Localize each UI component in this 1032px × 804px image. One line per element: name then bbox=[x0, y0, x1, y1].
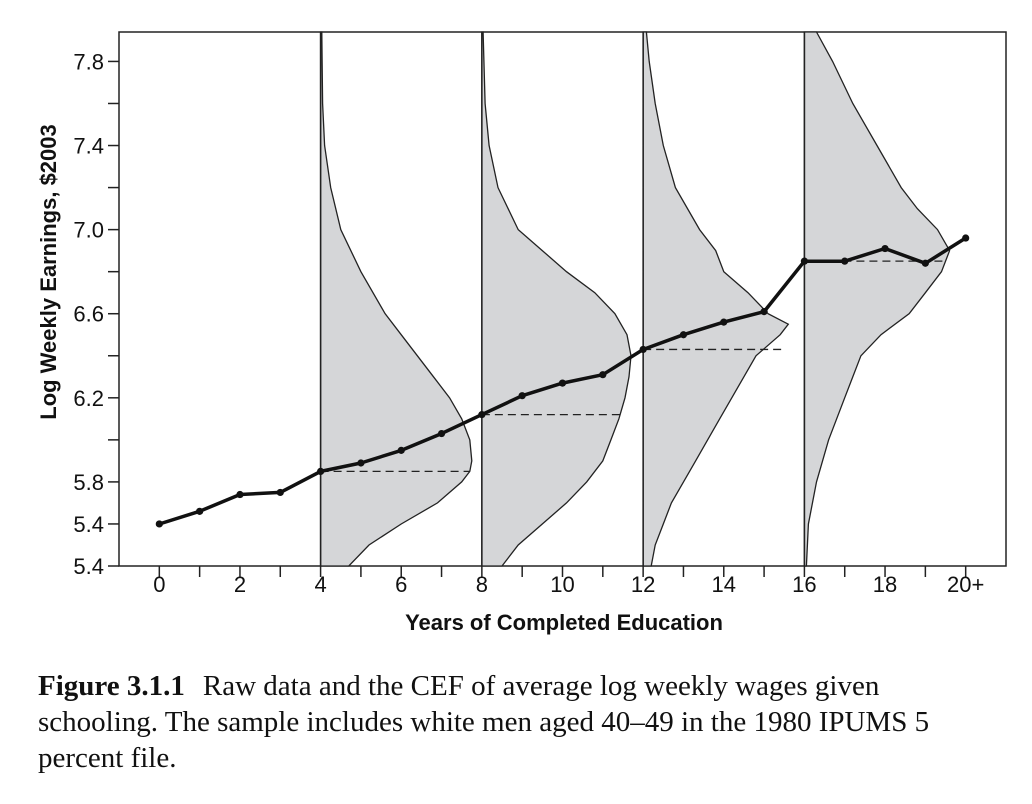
series-layer bbox=[155, 234, 970, 528]
caption-text: Raw data and the CEF of average log week… bbox=[38, 670, 930, 774]
cef-point-1 bbox=[196, 507, 204, 515]
x-tick-label-0: 0 bbox=[153, 572, 165, 597]
y-tick-label-5: 7.0 bbox=[73, 218, 104, 243]
cef-point-14 bbox=[720, 318, 728, 326]
x-tick-label-8: 16 bbox=[792, 572, 816, 597]
cef-point-6 bbox=[397, 446, 405, 454]
x-tick-label-2: 4 bbox=[314, 572, 326, 597]
y-tick-label-7: 7.8 bbox=[73, 49, 104, 74]
cef-point-18 bbox=[881, 244, 889, 253]
x-tick-label-7: 14 bbox=[712, 572, 736, 597]
cef-point-5 bbox=[357, 459, 365, 467]
y-tick-label-4: 6.6 bbox=[73, 302, 104, 327]
figure-caption: Figure 3.1.1 Raw data and the CEF of aver… bbox=[38, 668, 998, 776]
cef-point-9 bbox=[518, 392, 526, 400]
x-axis-title: Years of Completed Education bbox=[405, 610, 723, 635]
cef-point-19 bbox=[921, 259, 929, 267]
x-tick-label-1: 2 bbox=[234, 572, 246, 597]
density-3 bbox=[803, 31, 951, 567]
cef-point-10 bbox=[558, 379, 567, 387]
cef-chart: 0 2 4 6 8 10 12 14 16 18 20+ 5.4 5.4 5.8 6.2 6.6 7.0 7.4 7… bbox=[36, 31, 1007, 635]
cef-point-20 bbox=[962, 234, 970, 242]
x-tick-label-3: 6 bbox=[395, 572, 407, 597]
density-2 bbox=[642, 31, 790, 567]
axes-layer: 0 2 4 6 8 10 12 14 16 18 20+ 5.4 5.4 5.8 6.2 6.6 7.0 7.4 7… bbox=[73, 49, 984, 597]
cef-point-16 bbox=[800, 257, 809, 265]
cef-point-8 bbox=[478, 411, 486, 419]
cef-point-11 bbox=[599, 371, 607, 379]
x-tick-label-4: 8 bbox=[476, 572, 488, 597]
y-tick-label-2: 5.8 bbox=[73, 470, 104, 495]
cef-point-0 bbox=[155, 520, 163, 528]
cef-point-4 bbox=[316, 467, 325, 475]
density-0 bbox=[319, 31, 473, 567]
density-layer bbox=[319, 31, 951, 567]
y-tick-label-0: 5.4 bbox=[73, 554, 104, 579]
y-axis-title: Log Weekly Earnings, $2003 bbox=[36, 124, 61, 420]
cef-point-17 bbox=[841, 257, 849, 265]
cef-point-12 bbox=[639, 345, 647, 354]
cef-point-15 bbox=[760, 308, 768, 316]
y-tick-label-6: 7.4 bbox=[73, 134, 104, 159]
x-tick-label-6: 12 bbox=[631, 572, 655, 597]
density-1 bbox=[481, 31, 632, 567]
cef-point-3 bbox=[276, 488, 284, 497]
x-tick-label-5: 10 bbox=[550, 572, 574, 597]
y-tick-label-3: 6.2 bbox=[73, 386, 104, 411]
x-tick-label-10: 20+ bbox=[947, 572, 984, 597]
cef-point-13 bbox=[679, 331, 688, 339]
x-tick-label-9: 18 bbox=[873, 572, 897, 597]
y-tick-label-1: 5.4 bbox=[73, 512, 104, 537]
cef-point-2 bbox=[236, 490, 244, 499]
figure-label: Figure 3.1.1 bbox=[38, 670, 185, 702]
cef-point-7 bbox=[437, 429, 446, 438]
